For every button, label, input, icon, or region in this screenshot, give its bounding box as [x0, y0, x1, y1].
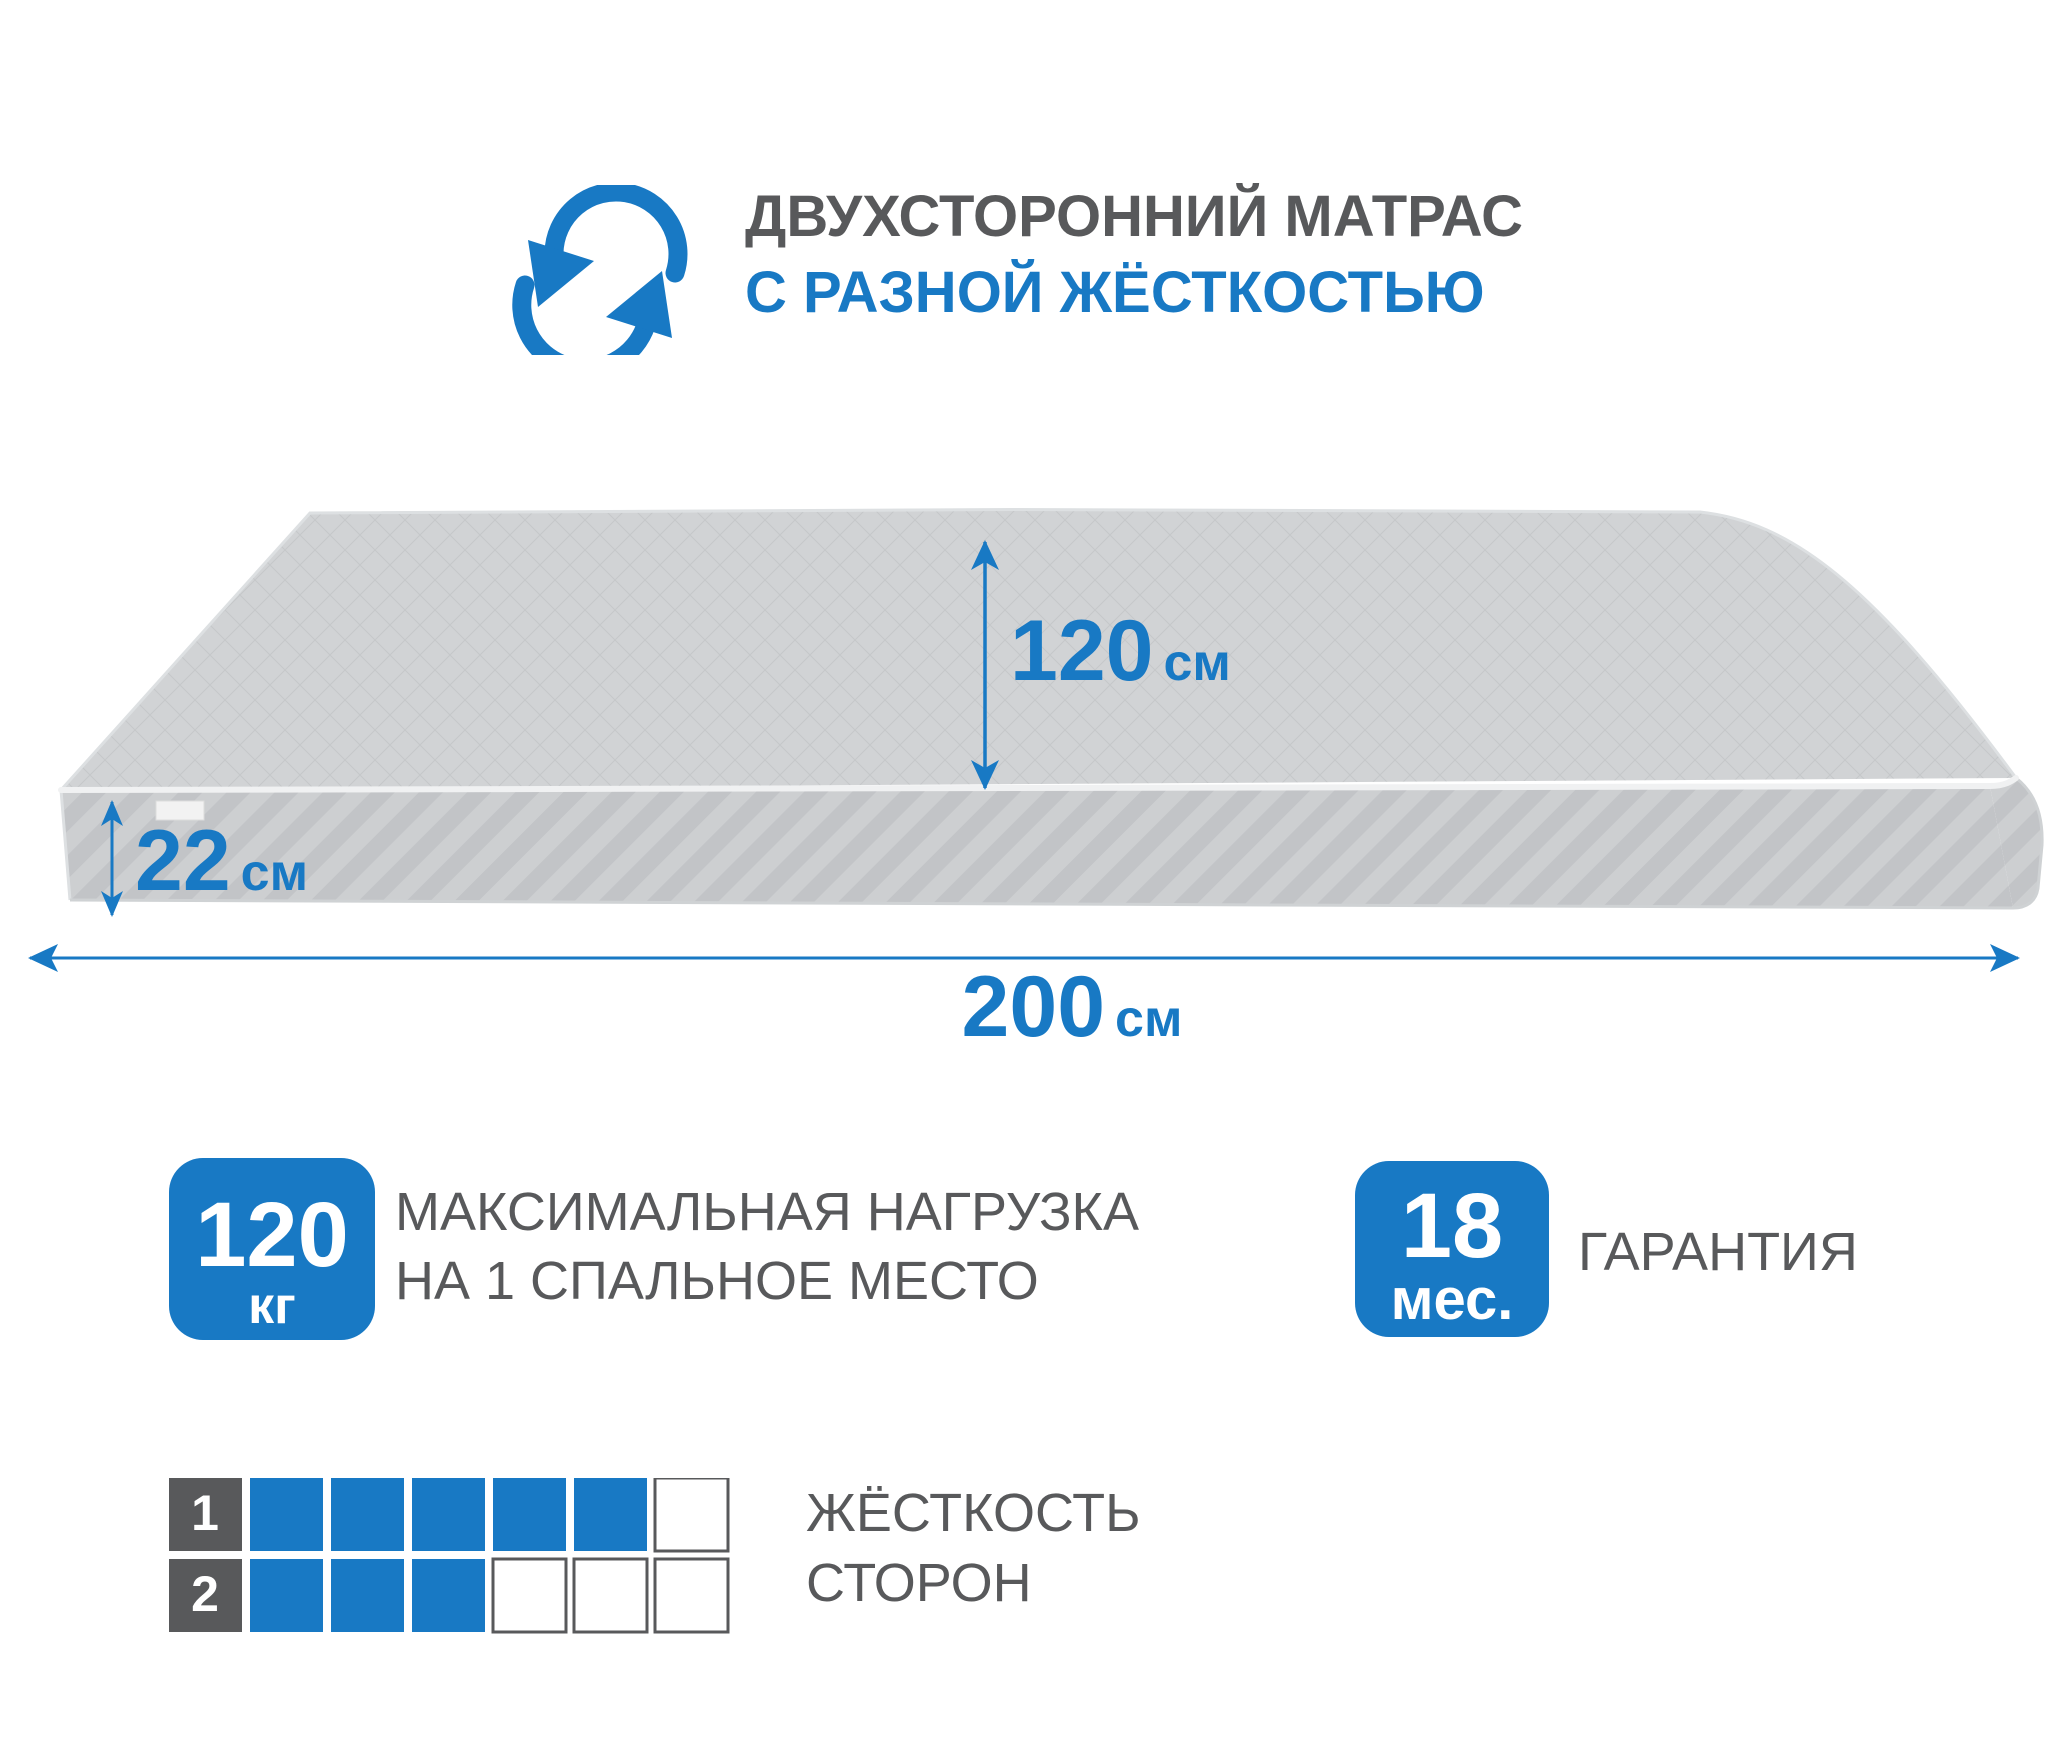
svg-text:2: 2 [191, 1566, 219, 1622]
svg-text:120: 120 [195, 1184, 349, 1286]
svg-text:мес.: мес. [1391, 1267, 1514, 1332]
svg-text:1: 1 [191, 1485, 219, 1541]
svg-text:18: 18 [1401, 1175, 1503, 1277]
svg-text:кг: кг [248, 1277, 296, 1335]
